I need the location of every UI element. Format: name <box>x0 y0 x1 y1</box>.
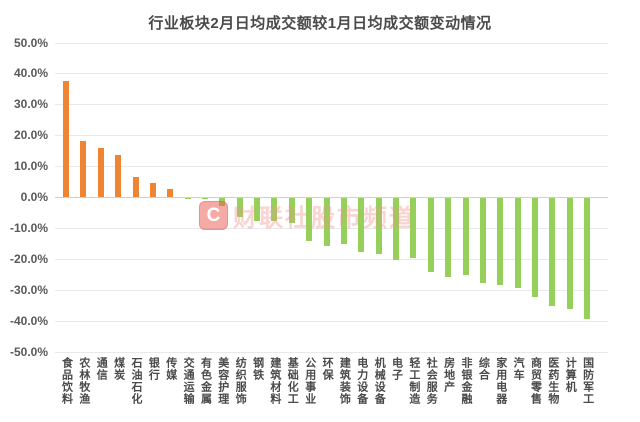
bar <box>80 141 87 197</box>
x-axis-label: 石油石化 <box>130 357 142 405</box>
bar <box>375 198 382 254</box>
y-axis-tick-label: -50.0% <box>9 344 48 359</box>
bar <box>115 155 122 197</box>
x-axis-label: 钢铁 <box>251 357 264 381</box>
x-axis-label: 交通运输 <box>182 357 195 405</box>
bar <box>479 198 486 283</box>
x-axis-label: 通信 <box>95 357 108 381</box>
bar <box>63 81 69 197</box>
bar <box>271 198 278 222</box>
y-gridline <box>55 320 608 322</box>
bar <box>306 198 313 242</box>
x-axis-label: 汽车 <box>512 357 525 381</box>
x-axis-label: 国防军工 <box>581 357 594 405</box>
bar <box>254 198 261 222</box>
y-axis-tick-label: -40.0% <box>9 313 48 328</box>
y-axis-tick-label: 30.0% <box>13 97 48 112</box>
y-axis-tick-label: 20.0% <box>13 128 48 143</box>
bar <box>132 176 139 197</box>
x-axis-label: 基础化工 <box>286 357 299 405</box>
bar <box>462 198 469 276</box>
y-axis-tick-label: 0.0% <box>20 190 48 204</box>
bar <box>514 198 521 288</box>
y-axis-tick-label: 40.0% <box>13 66 48 81</box>
x-axis-label: 机械设备 <box>373 357 386 405</box>
x-axis-label: 纺织服饰 <box>234 357 247 405</box>
y-axis-tick-label: -30.0% <box>9 282 48 297</box>
watermark: C 财联社股市频道 <box>199 198 415 233</box>
cls-logo-icon: C <box>199 201 228 230</box>
bar <box>393 198 399 260</box>
x-axis-label: 房地产 <box>442 357 455 393</box>
x-axis-label: 综合 <box>477 357 490 381</box>
x-axis-label: 建筑装饰 <box>338 357 351 405</box>
bar <box>97 147 104 197</box>
y-gridline <box>55 258 608 260</box>
x-axis-label: 公用事业 <box>303 357 316 405</box>
y-gridline <box>55 227 608 229</box>
bar <box>236 198 243 217</box>
y-gridline <box>55 135 608 137</box>
x-axis-label: 计算机 <box>564 357 577 393</box>
x-axis-label: 商贸零售 <box>529 357 542 405</box>
x-axis-label: 轻工制造 <box>407 357 420 405</box>
x-axis-label: 有色金属 <box>199 357 212 405</box>
y-axis-tick-label: 50.0% <box>13 35 48 50</box>
y-axis-tick-label: 10.0% <box>13 159 48 174</box>
bar <box>445 198 452 277</box>
x-axis-label: 农林牧渔 <box>77 357 90 405</box>
bar <box>427 198 434 273</box>
y-gridline <box>55 42 608 44</box>
x-axis-label: 医药生物 <box>546 357 559 405</box>
bar <box>549 198 556 307</box>
bar <box>584 198 591 319</box>
x-axis-label: 食品饮料 <box>60 357 73 405</box>
x-axis-label: 电力设备 <box>355 357 368 405</box>
y-gridline <box>55 73 608 75</box>
y-gridline <box>55 104 608 106</box>
x-axis-label: 美容护理 <box>216 357 229 405</box>
bar <box>288 198 295 223</box>
bar <box>149 183 156 197</box>
x-axis-label: 煤炭 <box>112 357 125 381</box>
chart-title: 行业板块2月日均成交额较1月日均成交额变动情况 <box>148 15 492 32</box>
bar <box>497 198 504 285</box>
y-gridline <box>55 166 608 168</box>
x-axis-label: 传媒 <box>164 357 177 381</box>
bar <box>340 198 347 245</box>
x-axis-label: 非银金融 <box>460 357 472 405</box>
x-axis-label: 银行 <box>147 357 160 381</box>
x-axis-label: 家用电器 <box>494 357 507 405</box>
y-gridline <box>55 351 608 353</box>
bar <box>532 198 538 297</box>
watermark-text: 财联社股市频道 <box>233 205 415 232</box>
zero-axis-line <box>55 197 608 198</box>
bar <box>202 198 208 199</box>
x-axis-label: 社会服务 <box>425 357 438 405</box>
y-axis-tick-label: -10.0% <box>9 220 48 235</box>
bar <box>566 198 573 310</box>
bar <box>323 198 330 246</box>
y-axis-tick-label: -20.0% <box>9 251 48 266</box>
x-axis-label: 电子 <box>390 357 403 381</box>
x-axis-label: 建筑材料 <box>268 357 281 405</box>
x-axis-label: 环保 <box>321 357 334 381</box>
bar <box>410 198 417 259</box>
bar <box>358 198 365 253</box>
y-gridline <box>55 289 608 291</box>
bar <box>167 188 174 197</box>
